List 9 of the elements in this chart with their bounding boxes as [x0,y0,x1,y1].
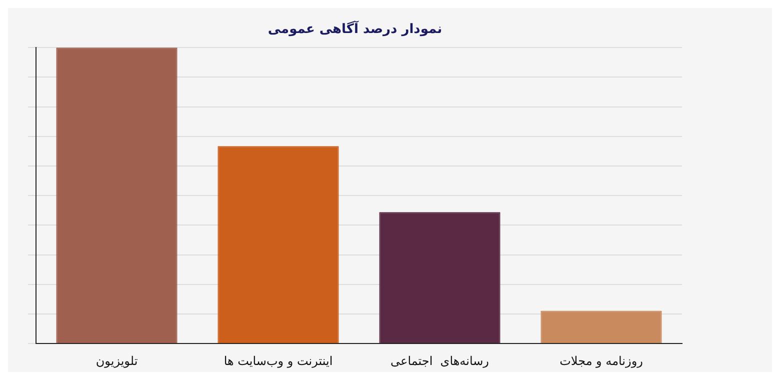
x-tick-label: روزنامه و مجلات [560,354,644,368]
bar [540,310,662,344]
bar [379,212,500,344]
bar [56,48,178,344]
x-tick-label: تلویزیون [96,354,138,368]
x-tick-label: رسانه‌های اجتماعی [390,354,490,368]
bar [218,146,339,344]
chart-title: نمودار درصد آگاهی عمومی [268,20,442,38]
x-tick-label: اینترنت و وب‌سایت ها [224,354,333,368]
